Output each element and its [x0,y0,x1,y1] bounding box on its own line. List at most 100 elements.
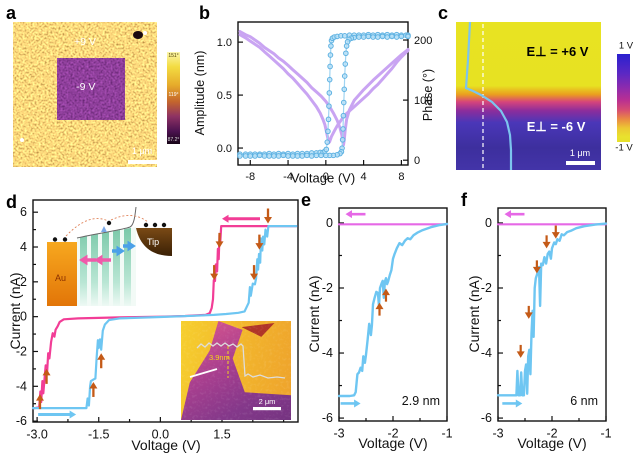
electron-dot [106,220,112,226]
b-y-axis-right-title: Phase (°) [421,68,435,122]
svg-text:1.0: 1.0 [217,37,232,49]
b-x-axis-title: Voltage (V) [290,170,356,186]
svg-text:2: 2 [20,275,27,289]
svg-text:0.0: 0.0 [217,143,232,155]
panel-label-f: f [461,190,467,210]
b-y-axis-left-title: Amplitude (nm) [193,50,207,136]
svg-text:-6: -6 [322,411,333,425]
electron-dot [152,222,158,228]
svg-text:0: 0 [414,155,420,167]
panel-label-a: a [6,3,17,23]
svg-text:0.0: 0.0 [152,428,169,442]
svg-text:100: 100 [414,95,432,107]
barrier-triangle [101,226,107,232]
electron-dot [52,237,58,242]
electron-dot [161,222,167,228]
iv-hysteresis-chart: -3.0 -1.5 0.0 1.5 6 4 2 0 -2 -4 -6 [16,199,299,442]
tip-electrode [136,228,172,256]
svg-text:-6: -6 [481,411,492,425]
e-y-axis-title: Current (nA) [306,275,322,353]
colorbar-max-label: 151° [168,53,179,59]
thickness-label: 2.9 nm [401,394,440,408]
svg-text:0: 0 [20,310,27,324]
polarization-left-arrows [79,254,111,266]
d-x-axis-title: Voltage (V) [131,437,201,453]
f-y-axis-title: Current (nA) [466,275,482,353]
electron-transfer-arc [65,218,109,237]
phase-colorbar: 151° 119° 87.2° [167,52,180,144]
pfm-noise-texture [13,22,157,167]
svg-text:-4: -4 [481,346,492,360]
potential-colorbar-min: -1 V [615,142,633,154]
electron-dot [62,237,68,242]
scale-bar [128,160,157,164]
profile-location-line [189,368,218,378]
svg-text:-1: -1 [441,427,452,441]
scale-bar-label: 1 μm [131,146,153,156]
svg-text:-1: -1 [600,427,611,441]
line-profile-overlay [464,22,513,170]
polarization-right-arrows [112,240,136,257]
potential-profile-curve [464,22,513,170]
potential-colorbar-max: 1 V [618,40,634,52]
svg-text:-2: -2 [322,281,333,295]
panel-label-b: b [199,3,210,23]
scale-bar-label: 1 μm [569,148,591,158]
svg-text:6: 6 [20,205,27,219]
iv-curve-thick-chart: -3 -2 -1 0 -2 -4 -6 [481,207,612,441]
d-y-axis-title: Current (nA) [7,272,23,350]
svg-text:-1.5: -1.5 [88,428,110,442]
field-neg-label: E⊥ = -6 V [526,119,586,135]
kpfm-potential-image: E⊥ = +6 V E⊥ = -6 V 1 μm [456,22,601,170]
write-voltage-pos-label: +9 V [74,36,96,49]
scale-bar [253,407,281,411]
height-profile-curve [196,342,286,379]
svg-text:0: 0 [323,171,329,183]
svg-text:-3.0: -3.0 [26,428,48,442]
svg-text:0: 0 [485,216,492,230]
tip-label: Tip [147,237,159,247]
svg-text:-4: -4 [322,346,333,360]
domain-stripes [80,227,131,306]
svg-text:200: 200 [414,35,432,47]
svg-text:-2: -2 [387,427,398,441]
svg-text:8: 8 [398,171,404,183]
amplitude-phase-chart: -8 -4 0 4 8 0.0 0.5 1.0 0 100 200 [217,21,432,183]
electron-transfer-arc [110,215,149,223]
au-electrode [47,242,77,306]
svg-text:-8: -8 [245,171,255,183]
au-label: Au [55,273,66,283]
svg-text:-4: -4 [283,171,293,183]
svg-text:4: 4 [20,240,27,254]
panel-label-c: c [438,3,449,23]
svg-text:-2: -2 [16,344,27,358]
svg-text:0: 0 [326,216,333,230]
inset-noise [181,321,291,420]
svg-text:-3: -3 [492,427,503,441]
svg-text:-6: -6 [16,414,27,428]
field-pos-label: E⊥ = +6 V [526,43,589,59]
svg-text:-2: -2 [481,281,492,295]
pfm-phase-image: +9 V -9 V 1 μm [13,22,157,167]
colorbar-min-label: 87.2° [167,137,180,143]
height-profile-overlay: 3.9nm 2 μm [189,342,286,411]
e-x-axis-title: Voltage (V) [358,435,428,451]
thickness-label: 6 nm [570,394,598,408]
svg-text:1.5: 1.5 [213,428,230,442]
svg-text:-4: -4 [16,379,27,393]
scale-bar-label: 2 μm [259,397,276,406]
f-x-axis-title: Voltage (V) [517,435,587,451]
svg-text:0.5: 0.5 [217,90,232,102]
iv-curve-thin-chart: -3 -2 -1 0 -2 -4 -6 [322,207,453,441]
write-voltage-neg-label: -9 V [76,81,96,94]
electron-dot [143,222,149,228]
potential-colorbar [617,54,630,142]
svg-text:-3: -3 [333,427,344,441]
band-diagram-inset: Au Tip [47,206,172,306]
panel-label-d: d [6,192,17,212]
scale-bar [566,161,595,165]
band-edge-line [76,206,137,239]
svg-text:4: 4 [361,171,367,183]
step-height-label: 3.9nm [209,353,230,362]
